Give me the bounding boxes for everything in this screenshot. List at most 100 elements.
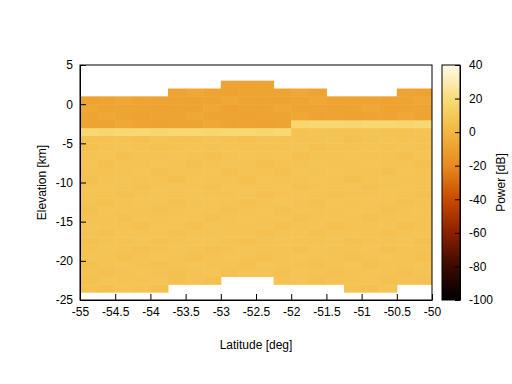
cell	[221, 175, 239, 183]
cell	[150, 261, 168, 269]
cell	[414, 190, 432, 198]
cell	[80, 206, 98, 214]
cell	[80, 277, 98, 285]
cell	[133, 143, 151, 151]
cell	[379, 261, 397, 269]
colorbar-tick-mark	[455, 65, 460, 66]
cell	[80, 175, 98, 183]
cell	[168, 183, 186, 191]
cell	[362, 237, 380, 245]
cell	[274, 128, 292, 136]
cell	[168, 120, 186, 128]
cell	[274, 104, 292, 112]
colorbar-tick-mark	[455, 300, 460, 301]
cell	[203, 128, 221, 136]
colorbar	[442, 65, 460, 300]
cell	[221, 104, 239, 112]
colorbar-axis: -100-80-60-40-2002040	[455, 58, 493, 307]
cell	[344, 261, 362, 269]
cell	[98, 269, 116, 277]
cell	[150, 183, 168, 191]
colorbar-tick: -80	[455, 260, 487, 274]
cell	[168, 277, 186, 285]
cell	[291, 206, 309, 214]
cell	[98, 143, 116, 151]
cell	[186, 128, 204, 136]
cell	[414, 277, 432, 285]
cell	[186, 167, 204, 175]
cell	[362, 136, 380, 144]
cell	[203, 253, 221, 261]
cell	[362, 245, 380, 253]
cell	[203, 277, 221, 285]
cell	[80, 120, 98, 128]
cell	[150, 151, 168, 159]
cell	[203, 230, 221, 238]
cell	[168, 253, 186, 261]
cell	[256, 136, 274, 144]
cell	[362, 96, 380, 104]
cell	[168, 159, 186, 167]
cell	[80, 284, 98, 292]
cell	[150, 120, 168, 128]
cell	[291, 151, 309, 159]
cell	[309, 206, 327, 214]
cell	[274, 89, 292, 97]
cell	[379, 284, 397, 292]
cell	[203, 120, 221, 128]
cell	[115, 136, 133, 144]
cell	[362, 222, 380, 230]
cell	[344, 214, 362, 222]
x-tick-label: -52	[283, 305, 301, 319]
cell	[203, 222, 221, 230]
cell	[326, 222, 344, 230]
x-tick: -51	[353, 294, 371, 319]
cell	[362, 277, 380, 285]
cell	[256, 253, 274, 261]
cell	[274, 253, 292, 261]
colorbar-tick-mark	[455, 266, 460, 267]
cell	[344, 104, 362, 112]
cell	[133, 222, 151, 230]
x-tick-label: -54.5	[102, 305, 130, 319]
cell	[362, 112, 380, 120]
cell	[256, 190, 274, 198]
cell	[186, 277, 204, 285]
cell	[344, 96, 362, 104]
cell	[238, 183, 256, 191]
cell	[186, 89, 204, 97]
cell	[344, 206, 362, 214]
cell	[344, 128, 362, 136]
cell	[133, 112, 151, 120]
cell	[274, 222, 292, 230]
cell	[186, 245, 204, 253]
cell	[414, 136, 432, 144]
cell	[291, 159, 309, 167]
cell	[362, 261, 380, 269]
cell	[291, 230, 309, 238]
cell	[274, 198, 292, 206]
cell	[274, 237, 292, 245]
cell	[150, 198, 168, 206]
cell	[274, 190, 292, 198]
cell	[221, 230, 239, 238]
cell	[291, 237, 309, 245]
cell	[326, 269, 344, 277]
cell	[238, 190, 256, 198]
cell	[344, 159, 362, 167]
colorbar-tick-mark	[455, 99, 460, 100]
cell	[221, 269, 239, 277]
cell	[256, 245, 274, 253]
cell	[115, 198, 133, 206]
cell	[326, 143, 344, 151]
y-axis: -25-20-15-10-505	[56, 58, 86, 307]
x-tick-label: -50	[424, 305, 442, 319]
x-tick: -53.5	[172, 294, 200, 319]
cell	[133, 230, 151, 238]
cell	[309, 96, 327, 104]
cell	[362, 120, 380, 128]
cell	[98, 214, 116, 222]
cell	[274, 112, 292, 120]
cell	[309, 128, 327, 136]
cell	[80, 151, 98, 159]
